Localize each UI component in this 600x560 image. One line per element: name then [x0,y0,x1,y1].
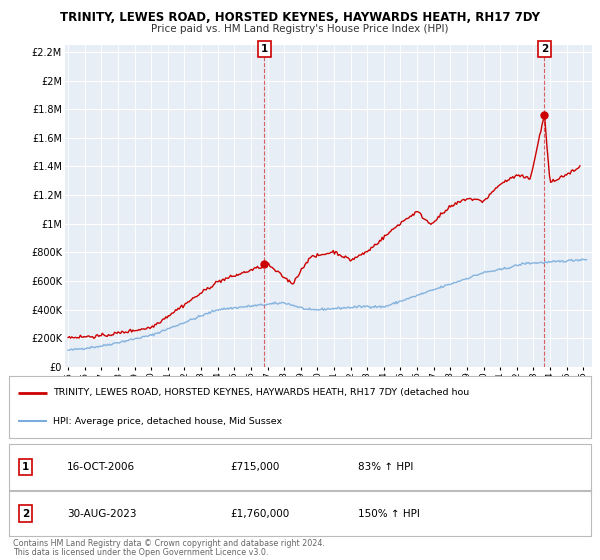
Text: 150% ↑ HPI: 150% ↑ HPI [358,508,420,519]
Text: HPI: Average price, detached house, Mid Sussex: HPI: Average price, detached house, Mid … [53,417,282,426]
Text: Contains HM Land Registry data © Crown copyright and database right 2024.: Contains HM Land Registry data © Crown c… [13,539,325,548]
Text: 83% ↑ HPI: 83% ↑ HPI [358,462,413,472]
Text: This data is licensed under the Open Government Licence v3.0.: This data is licensed under the Open Gov… [13,548,269,557]
Text: Price paid vs. HM Land Registry's House Price Index (HPI): Price paid vs. HM Land Registry's House … [151,24,449,34]
Text: 2: 2 [541,44,548,54]
Text: 2: 2 [22,508,29,519]
Text: £715,000: £715,000 [230,462,280,472]
Text: TRINITY, LEWES ROAD, HORSTED KEYNES, HAYWARDS HEATH, RH17 7DY: TRINITY, LEWES ROAD, HORSTED KEYNES, HAY… [60,11,540,24]
Text: 1: 1 [260,44,268,54]
Text: £1,760,000: £1,760,000 [230,508,289,519]
Text: 30-AUG-2023: 30-AUG-2023 [67,508,137,519]
Text: 16-OCT-2006: 16-OCT-2006 [67,462,136,472]
Text: TRINITY, LEWES ROAD, HORSTED KEYNES, HAYWARDS HEATH, RH17 7DY (detached hou: TRINITY, LEWES ROAD, HORSTED KEYNES, HAY… [53,389,469,398]
Text: 1: 1 [22,462,29,472]
